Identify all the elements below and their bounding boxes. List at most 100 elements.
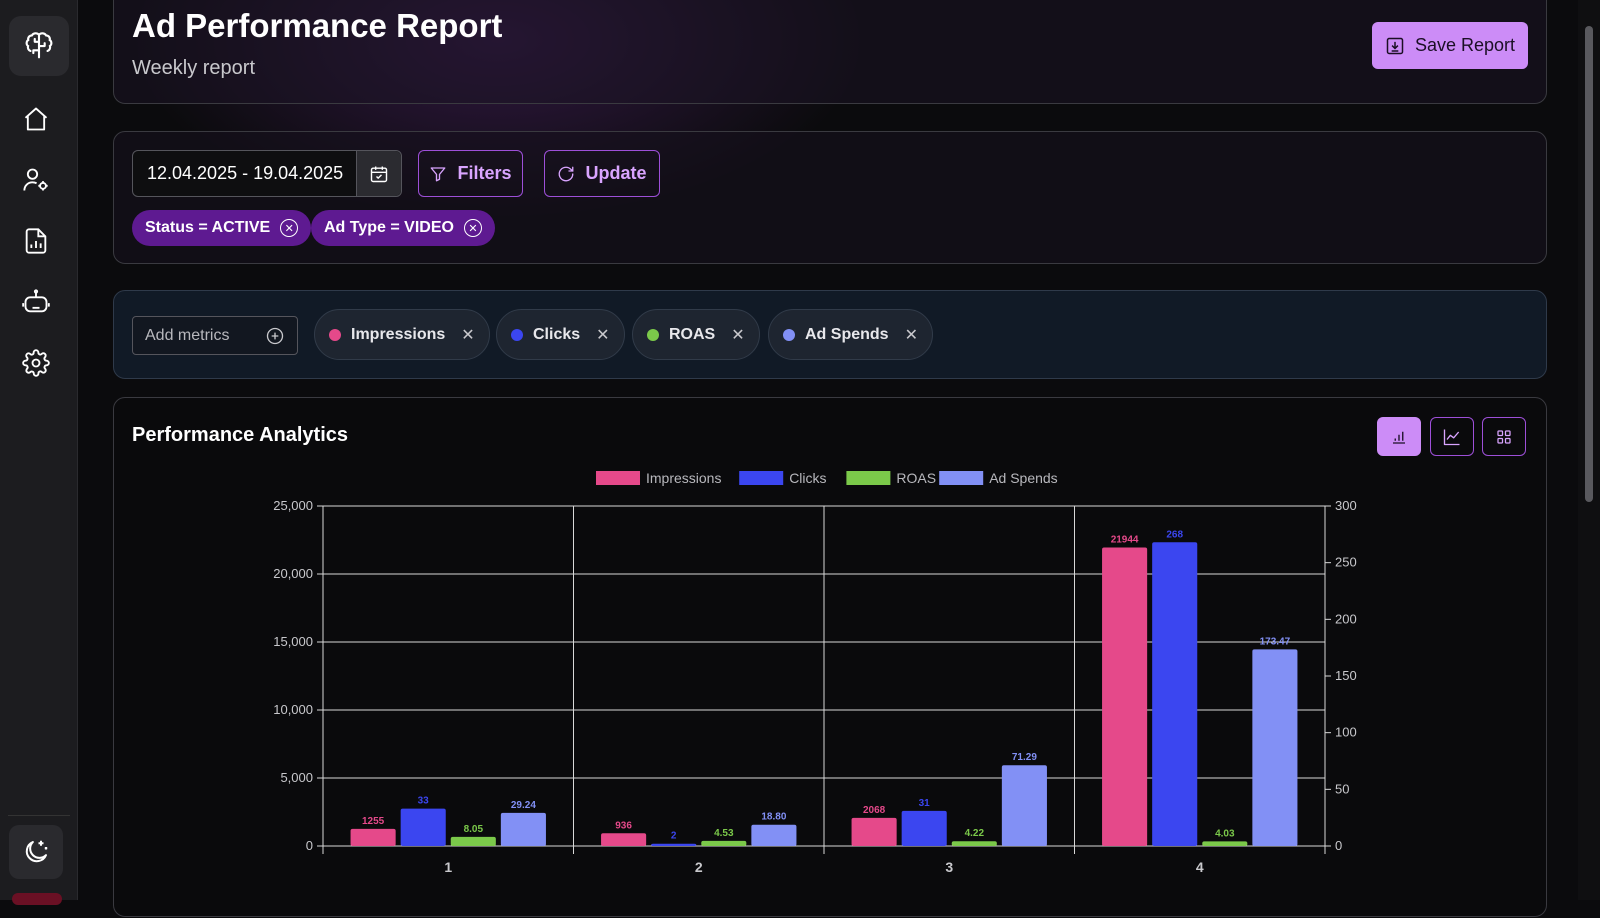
data-label: 8.05 xyxy=(464,824,484,835)
filter-chip-label: Status = ACTIVE xyxy=(145,219,271,236)
add-metrics-placeholder: Add metrics xyxy=(145,326,230,344)
chart-title: Performance Analytics xyxy=(132,424,349,446)
metric-label: ROAS xyxy=(669,325,716,343)
date-range-value: 12.04.2025 - 19.04.2025 xyxy=(147,163,344,183)
data-label: 173.47 xyxy=(1260,636,1291,647)
filters-label: Filters xyxy=(457,163,512,183)
legend-label: ROAS xyxy=(896,470,936,486)
date-range-picker[interactable]: 12.04.2025 - 19.04.2025 xyxy=(132,150,402,197)
line-chart-icon xyxy=(1443,429,1460,445)
funnel-icon xyxy=(431,166,446,181)
robot-icon[interactable] xyxy=(18,284,54,320)
metric-pill-ad-spends[interactable]: Ad Spends ✕ xyxy=(768,309,933,360)
y-right-tick-label: 150 xyxy=(1335,668,1357,683)
y-left-tick-label: 10,000 xyxy=(273,702,313,717)
calendar-icon[interactable] xyxy=(356,151,401,196)
data-label: 4.53 xyxy=(714,828,734,839)
legend-swatch xyxy=(939,471,984,485)
y-right-tick-label: 200 xyxy=(1335,611,1357,626)
save-icon xyxy=(1386,37,1404,54)
data-label: 33 xyxy=(418,796,430,807)
filter-chip-label: Ad Type = VIDEO xyxy=(324,219,454,236)
bar-ad-spends xyxy=(1001,765,1047,846)
remove-chip-icon[interactable]: ✕ xyxy=(463,219,482,237)
filter-chip-status: Status = ACTIVE ✕ xyxy=(132,210,312,246)
y-right-tick-label: 50 xyxy=(1335,781,1349,796)
bar-chart-icon xyxy=(1393,431,1405,444)
close-icon[interactable]: ✕ xyxy=(461,326,475,344)
y-left-tick-label: 5,000 xyxy=(280,770,313,785)
scrollbar-thumb[interactable] xyxy=(1585,26,1593,502)
data-label: 4.03 xyxy=(1215,828,1235,839)
sidebar xyxy=(0,0,78,905)
close-icon[interactable]: ✕ xyxy=(731,326,745,344)
bar-impressions xyxy=(1102,547,1148,846)
y-right-tick-label: 250 xyxy=(1335,555,1357,570)
home-icon[interactable] xyxy=(18,101,54,137)
grid-view-button[interactable] xyxy=(1482,417,1526,456)
close-icon[interactable]: ✕ xyxy=(596,326,610,344)
bar-roas xyxy=(1202,841,1248,846)
metric-label: Impressions xyxy=(351,325,446,343)
gear-icon[interactable] xyxy=(18,345,54,381)
roas-dot-icon xyxy=(647,328,659,341)
line-chart-view-button[interactable] xyxy=(1430,417,1474,456)
x-tick-label: 1 xyxy=(444,859,452,875)
clicks-dot-icon xyxy=(511,328,523,341)
refresh-icon xyxy=(559,166,574,181)
sidebar-divider xyxy=(8,815,70,816)
save-report-button[interactable]: Save Report xyxy=(1372,22,1528,69)
bar-chart-view-button[interactable] xyxy=(1377,417,1421,456)
report-header: Ad Performance Report Weekly report Save… xyxy=(113,0,1547,104)
data-label: 2 xyxy=(671,831,677,842)
filters-button[interactable]: Filters xyxy=(418,150,523,197)
bar-clicks xyxy=(651,843,697,846)
bar-roas xyxy=(450,836,496,846)
data-label: 29.24 xyxy=(511,800,536,811)
update-button[interactable]: Update xyxy=(544,150,660,197)
remove-chip-icon[interactable]: ✕ xyxy=(280,219,299,237)
plus-circle-icon[interactable] xyxy=(265,326,285,346)
x-tick-label: 2 xyxy=(695,859,703,875)
ad-spends-dot-icon xyxy=(783,328,795,341)
y-left-tick-label: 20,000 xyxy=(273,566,313,581)
moon-icon[interactable] xyxy=(9,825,63,879)
bar-impressions xyxy=(350,828,396,846)
performance-analytics-card: Performance Analytics 0 5,000 10,000 15,000… xyxy=(113,397,1547,917)
grid-icon xyxy=(1497,429,1511,444)
legend-label: Impressions xyxy=(646,470,721,486)
bar-ad-spends xyxy=(751,824,797,846)
metric-pill-roas[interactable]: ROAS ✕ xyxy=(632,309,760,360)
legend-swatch xyxy=(739,471,784,485)
legend-label: Ad Spends xyxy=(989,470,1057,486)
add-metrics-input[interactable]: Add metrics xyxy=(132,316,298,355)
data-label: 1255 xyxy=(362,816,385,827)
y-left-tick-label: 15,000 xyxy=(273,634,313,649)
user-settings-icon[interactable] xyxy=(18,162,54,198)
close-icon[interactable]: ✕ xyxy=(904,326,918,344)
metric-pill-clicks[interactable]: Clicks ✕ xyxy=(496,309,625,360)
metric-pill-impressions[interactable]: Impressions ✕ xyxy=(314,309,490,360)
logout-button[interactable] xyxy=(12,893,62,905)
data-label: 71.29 xyxy=(1012,752,1037,763)
report-icon[interactable] xyxy=(18,223,54,259)
scrollbar[interactable] xyxy=(1578,0,1600,900)
bar-chart: 0 5,000 10,000 15,000 20,000 25,000 0 50 100 150 2… xyxy=(273,470,1357,875)
bar-ad-spends xyxy=(500,812,546,846)
data-label: 2068 xyxy=(863,805,886,816)
legend-label: Clicks xyxy=(789,470,826,486)
bar-roas xyxy=(951,841,997,846)
bar-clicks xyxy=(901,810,947,846)
impressions-dot-icon xyxy=(329,328,341,341)
bar-ad-spends xyxy=(1252,649,1298,846)
filter-panel: 12.04.2025 - 19.04.2025 Filters Update S… xyxy=(113,131,1547,264)
bar-impressions xyxy=(601,833,647,846)
update-label: Update xyxy=(585,163,647,183)
data-label: 21944 xyxy=(1111,535,1139,546)
bar-clicks xyxy=(400,808,446,846)
y-right-tick-label: 300 xyxy=(1335,498,1357,513)
page-title: Ad Performance Report xyxy=(132,7,503,44)
metric-label: Clicks xyxy=(533,325,581,343)
brain-logo-icon[interactable] xyxy=(9,16,69,76)
bar-clicks xyxy=(1152,542,1198,846)
